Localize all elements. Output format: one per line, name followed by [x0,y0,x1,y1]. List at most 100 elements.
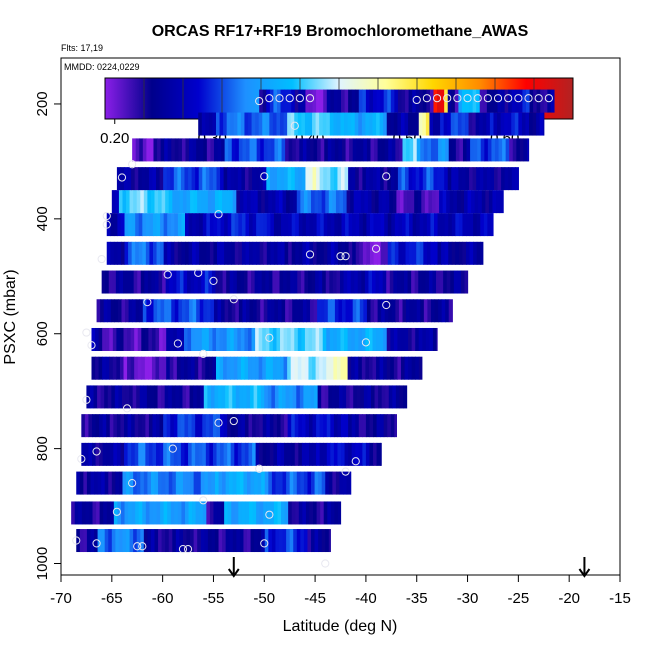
band-cell [244,112,249,136]
band-cell [111,190,116,214]
band-cell [229,471,234,495]
band-cell [257,385,262,409]
band-cell [327,241,332,265]
band-cell [86,471,92,495]
band-cell [223,442,228,466]
band-cell [355,167,360,191]
band-cell [117,241,122,265]
band-cell [230,442,235,466]
band-cell [372,356,377,380]
sample-point [229,295,238,304]
band-cell [310,138,315,162]
band-cell [331,299,336,323]
band-cell [113,501,119,525]
band-cell [266,167,271,191]
band-cell [220,414,225,438]
band-cell [421,270,426,294]
band-cell [298,442,303,466]
band-cell [337,89,342,113]
band-cell [351,89,356,113]
band-cell [446,190,451,214]
band-cell [327,213,332,237]
band-cell [373,213,378,237]
band-cell [443,270,448,294]
band-cell [242,385,248,409]
band-cell [295,138,300,162]
band-cell [359,138,364,162]
band-cell [295,501,300,525]
band-cell [304,327,310,351]
band-cell [113,213,119,237]
band-cell [189,299,194,323]
band-cell [135,213,140,237]
band-cell [383,112,388,136]
band-cell [196,299,201,323]
band-cell [543,112,545,136]
band-cell [136,190,141,214]
band-cell [253,385,258,409]
band-cell [220,442,225,466]
band-cell [487,138,493,162]
band-cell [404,270,409,294]
band-cell [372,327,377,351]
band-cell [156,213,161,237]
band-cell [462,213,467,237]
band-cell [498,138,503,162]
band-cell [118,529,124,553]
band-cell [117,501,122,525]
band-cell [311,270,316,294]
band-cell [318,270,323,294]
sample-point [102,220,111,229]
band-cell [115,190,120,214]
sample-point [128,478,137,488]
band-cell [167,299,172,323]
band-cell [369,167,374,191]
band-cell [312,356,317,380]
band-cell [454,89,459,113]
band-cell [234,442,239,466]
band-cell [118,471,124,495]
band-cell [313,241,318,265]
band-cell [283,356,288,380]
band-cell [286,270,291,294]
sample-point [122,404,132,413]
band-cell [116,442,122,466]
band-cell [163,241,168,265]
band-cell [302,299,308,323]
band-cell [454,167,459,191]
band-cell [373,442,378,466]
band-cell [261,471,266,495]
band-cell [301,356,306,380]
band-cell [486,112,491,136]
sample-point [173,339,182,348]
band-cell [305,241,311,265]
band-cell [106,241,111,265]
band-cell [294,167,299,191]
band-cell [146,138,151,162]
band-cell [154,190,159,214]
band-cell [204,190,209,214]
band-cell [189,138,194,162]
band-cell [148,414,154,438]
band-cell [539,112,544,136]
band-cell [88,442,93,466]
band-cell [196,385,201,409]
band-cell [418,270,423,294]
band-cell [306,299,311,323]
band-cell [172,190,177,214]
band-cell [413,138,418,162]
band-cell [233,327,238,351]
band-cell [166,414,171,438]
band-cell [337,414,342,438]
band-cell [207,190,213,214]
band-cell [149,299,155,323]
band-cell [462,138,468,162]
band-cell [243,190,248,214]
band-cell [188,213,193,237]
band-cell [173,442,178,466]
band-cell [387,213,392,237]
band-cell [177,501,183,525]
sample-point [412,95,421,105]
band-cell [354,356,359,380]
band-cell [333,442,339,466]
